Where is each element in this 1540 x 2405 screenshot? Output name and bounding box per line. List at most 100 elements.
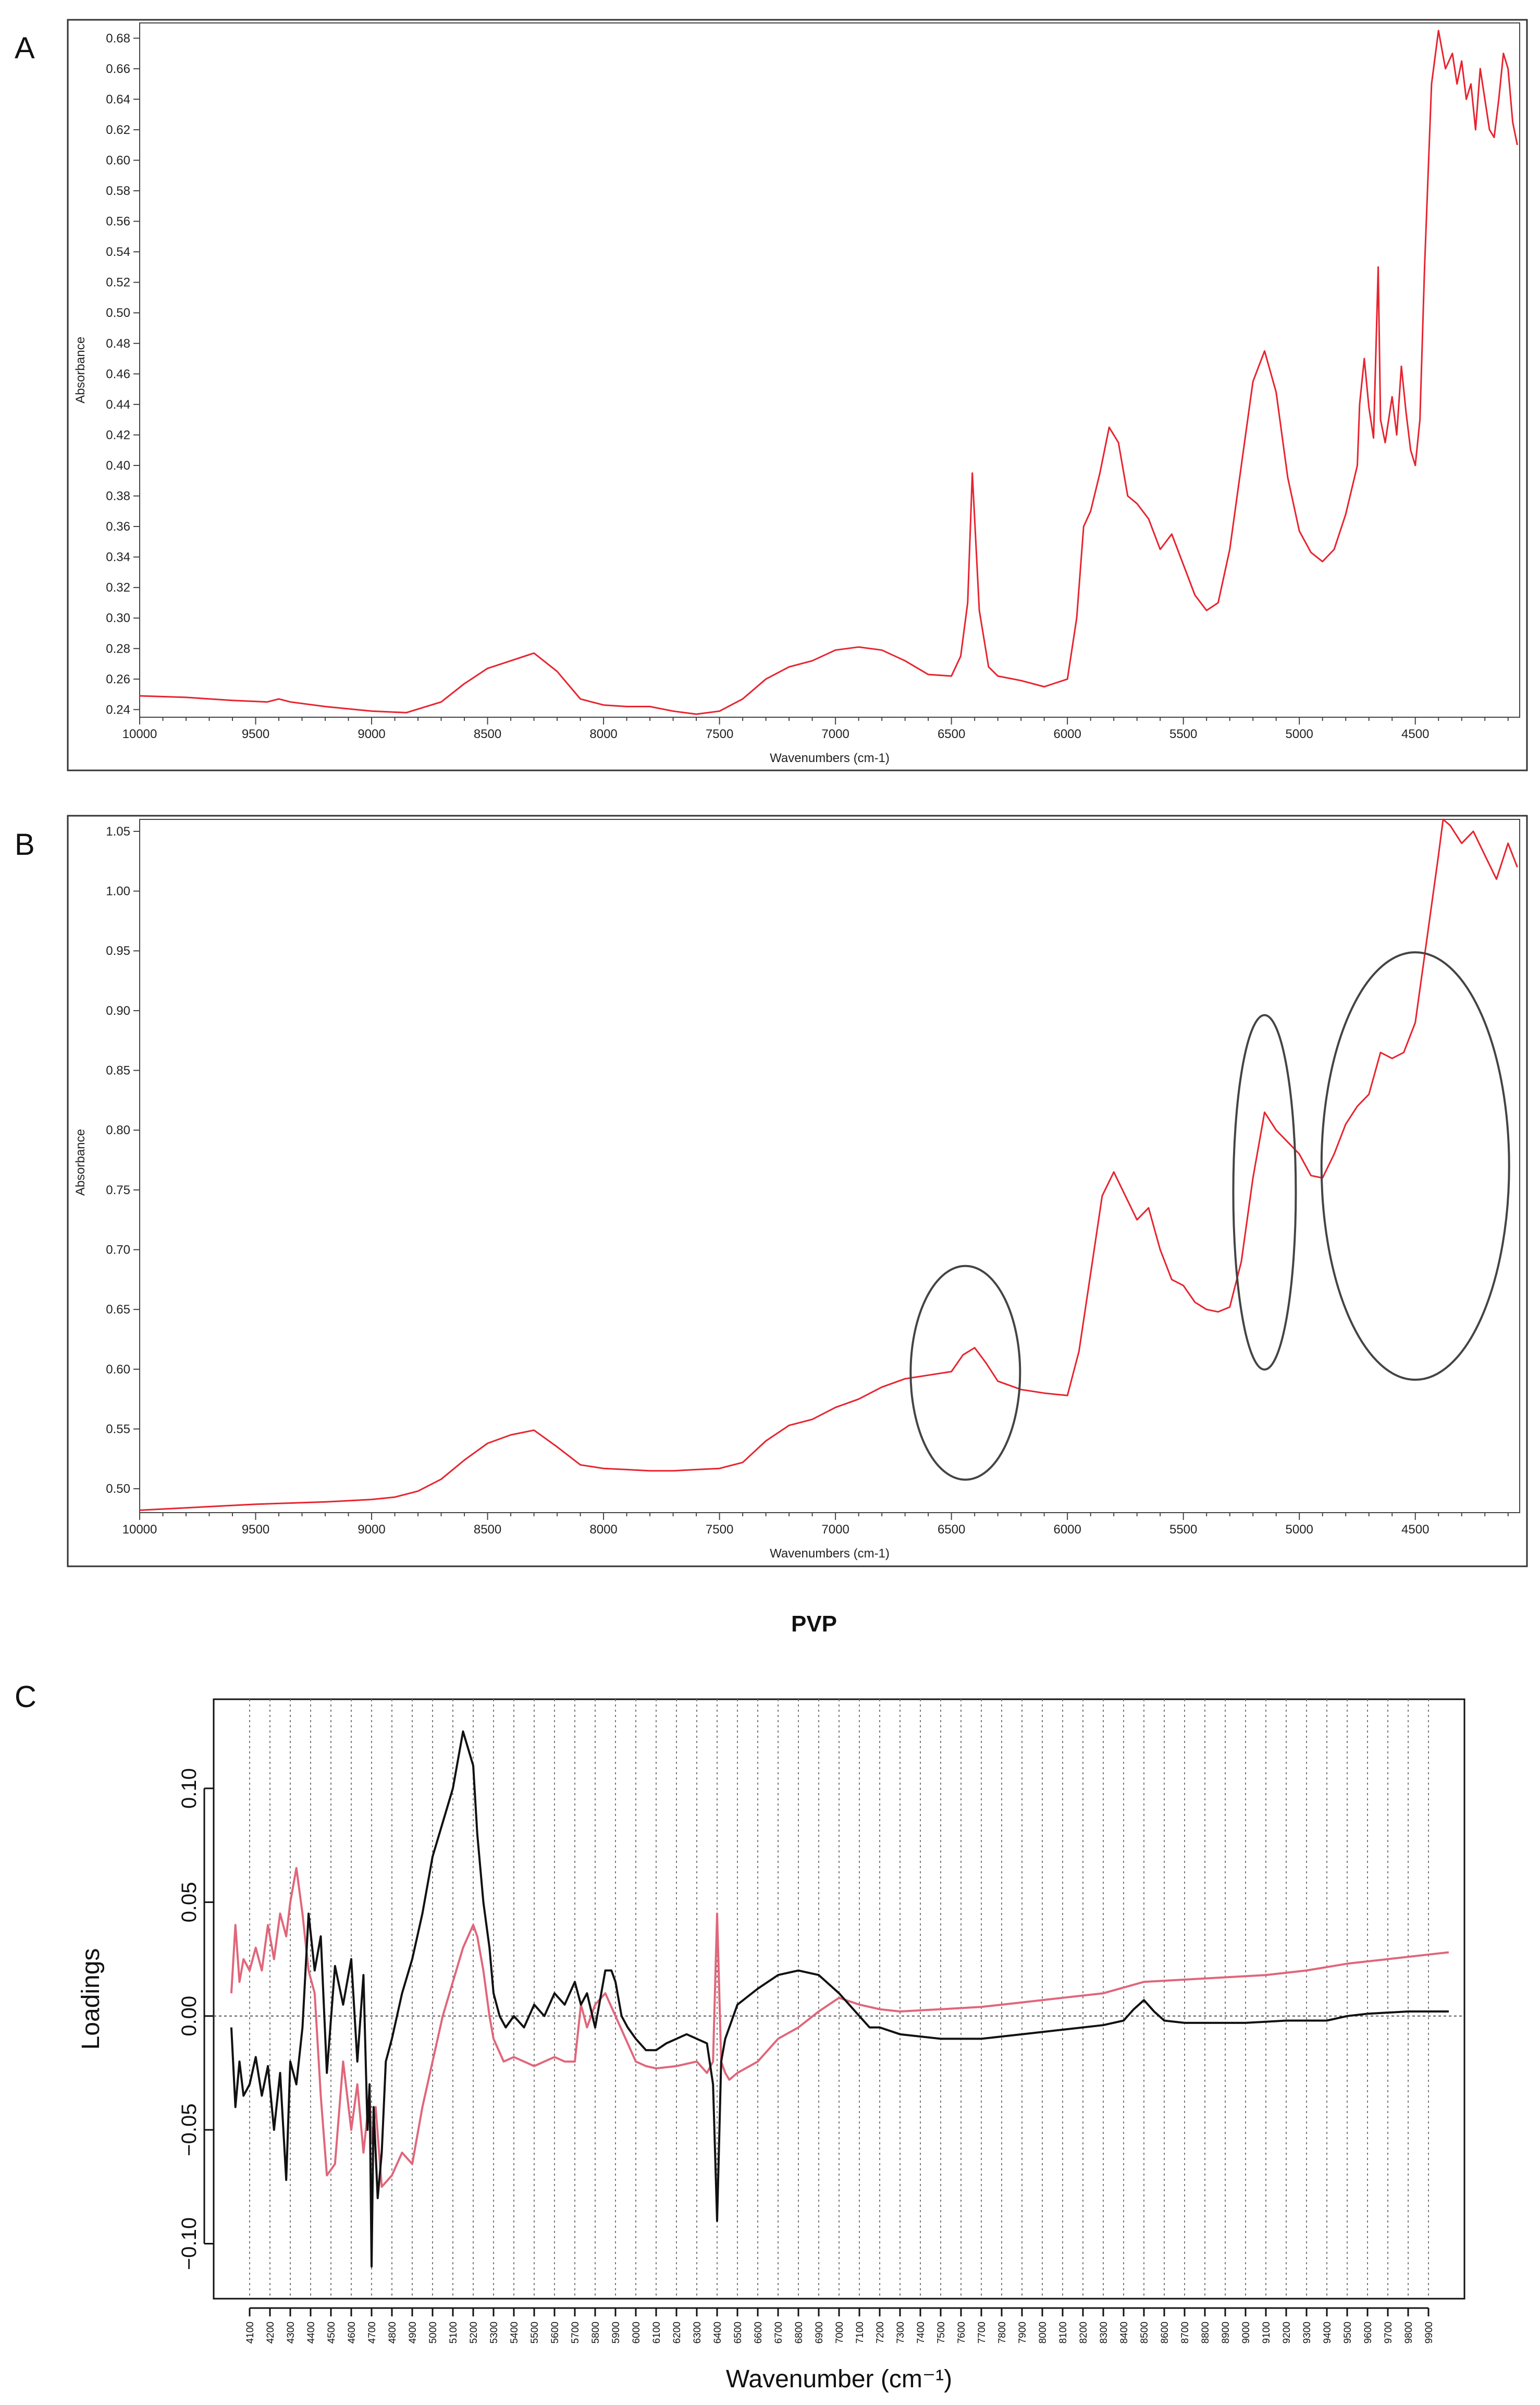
panel-a-x-tick-label: 7500 [706,727,733,741]
panel-b-y-tick-label: 0.95 [106,944,130,958]
panel-c-x-tick-label: 9500 [1342,2322,1353,2343]
panel-c-x-tick-label: 6000 [631,2322,642,2343]
panel-c-x-tick-label: 4800 [387,2322,398,2343]
panel-a-y-tick-label: 0.26 [106,672,130,686]
panel-c-x-tick-label: 7100 [855,2322,866,2343]
panel-a-x-tick-label: 6000 [1053,727,1081,741]
panel-b-x-tick-label: 10000 [122,1523,157,1537]
panel-c-x-tick-label: 5700 [570,2322,581,2343]
panel-b-y-tick-label: 0.50 [106,1482,130,1496]
panel-b-series-line [139,818,1518,1511]
panel-b-highlight-ellipse [1320,951,1510,1381]
panel-b-y-tick-label: 0.70 [106,1243,130,1257]
panel-b-highlight-ellipse [909,1265,1021,1481]
panel-c-x-tick-label: 6100 [651,2322,662,2343]
panel-a-y-tick-label: 0.24 [106,703,130,717]
panel-a-x-tick-label: 6500 [938,727,965,741]
panel-c-x-tick-label: 8700 [1180,2322,1191,2343]
panel-a-x-tick-label: 8000 [589,727,617,741]
panel-a-y-tick-label: 0.32 [106,581,130,595]
panel-c-x-tick-label: 8300 [1099,2322,1110,2343]
panel-b-x-tick-label: 9500 [242,1523,269,1537]
panel-c-x-axis-label: Wavenumber (cm⁻¹) [726,2365,952,2393]
panel-a-y-tick-label: 0.40 [106,459,130,473]
panel-c-x-tick-label: 7900 [1017,2322,1028,2343]
panel-c-x-tick-label: 9300 [1302,2322,1313,2343]
panel-c-x-tick-label: 9400 [1322,2322,1333,2343]
panel-c-x-tick-label: 7400 [916,2322,927,2343]
panel-c-x-tick-label: 7300 [895,2322,906,2343]
panel-a-y-tick-label: 0.66 [106,62,130,76]
panel-b-x-tick-label: 5500 [1169,1523,1197,1537]
panel-b-x-tick-label: 9000 [358,1523,385,1537]
panel-a-y-tick-label: 0.48 [106,337,130,351]
panel-c-x-tick-label: 7200 [875,2322,886,2343]
panel-c-y-tick-label: −0.10 [178,2217,201,2270]
panel-c-x-tick-label: 4400 [306,2322,317,2343]
panel-b-x-tick-label: 4500 [1401,1523,1429,1537]
panel-b-y-tick-label: 0.80 [106,1123,130,1137]
panel-b-x-tick-label: 7000 [821,1523,849,1537]
panel-a-x-axis-label: Wavenumbers (cm-1) [770,751,890,765]
panel-c-x-tick-label: 8800 [1200,2322,1211,2343]
panel-a-y-tick-label: 0.38 [106,489,130,504]
panel-c-x-tick-label: 9200 [1282,2322,1292,2343]
panel-c-x-tick-label: 5100 [448,2322,459,2343]
panel-c-x-tick-label: 8400 [1119,2322,1130,2343]
panel-a-y-tick-label: 0.36 [106,520,130,534]
panel-c-x-tick-label: 5800 [590,2322,601,2343]
panel-a-y-tick-label: 0.60 [106,153,130,167]
panel-c-x-tick-label: 8200 [1078,2322,1089,2343]
panel-b-x-tick-label: 6000 [1053,1523,1081,1537]
panel-a-x-tick-label: 10000 [122,727,157,741]
panel-b-y-tick-label: 1.05 [106,825,130,839]
panel-c-y-tick-label: 0.10 [178,1768,201,1809]
panel-a-y-tick-label: 0.28 [106,642,130,656]
panel-a-x-tick-label: 8500 [474,727,501,741]
panel-a-x-tick-label: 5500 [1169,727,1197,741]
panel-c-x-tick-label: 5900 [611,2322,622,2343]
panel-c-x-tick-label: 5500 [529,2322,540,2343]
panel-a-x-tick-label: 7000 [821,727,849,741]
panel-b-y-tick-label: 0.65 [106,1303,130,1317]
panel-b-y-axis-label: Absorbance [73,1129,88,1196]
panel-c-x-tick-label: 8500 [1139,2322,1150,2343]
panel-c-x-tick-label: 4900 [408,2322,418,2343]
panel-c-x-tick-label: 8900 [1221,2322,1231,2343]
panel-c-x-tick-label: 6300 [692,2322,703,2343]
panel-c-x-tick-label: 4700 [367,2322,378,2343]
panel-a-y-tick-label: 0.42 [106,428,130,442]
panel-a-x-tick-label: 9500 [242,727,269,741]
panel-b-y-tick-label: 0.55 [106,1422,130,1436]
panel-a-y-tick-label: 0.62 [106,123,130,137]
panel-a-letter: A [15,31,35,65]
panel-a-y-tick-label: 0.54 [106,245,130,259]
panel-a-y-tick-label: 0.58 [106,184,130,198]
panel-c-series-line [230,1867,1449,2188]
panel-c-x-tick-label: 9000 [1241,2322,1252,2343]
panel-c-letter: C [15,1680,36,1714]
panel-a-y-tick-label: 0.46 [106,367,130,381]
panel-c-x-tick-label: 5300 [489,2322,500,2343]
panel-c-x-tick-label: 7700 [977,2322,988,2343]
panel-c-x-tick-label: 4600 [347,2322,358,2343]
panel-a-y-tick-label: 0.34 [106,550,130,565]
panel-b-y-tick-label: 0.75 [106,1183,130,1197]
panel-b-y-tick-label: 0.85 [106,1064,130,1078]
panel-b-x-tick-label: 8500 [474,1523,501,1537]
panel-c-x-tick-label: 4300 [286,2322,297,2343]
panel-c-x-tick-label: 7800 [997,2322,1008,2343]
panel-a: 0.24 0.26 0.28 0.30 0.32 0.34 0.36 0.38 0.40 0.42… [67,19,1528,771]
panel-c-x-tick-label: 7600 [956,2322,967,2343]
panel-c-x-tick-label: 6500 [733,2322,744,2343]
panel-b-letter: B [15,828,35,862]
panel-c-x-tick-label: 8100 [1058,2322,1069,2343]
panel-c-x-tick-label: 6600 [753,2322,764,2343]
panel-b-y-tick-label: 0.90 [106,1004,130,1018]
panel-c-x-tick-label: 5000 [428,2322,439,2343]
panel-c-x-tick-label: 6200 [672,2322,683,2343]
panel-a-series-line [139,30,1518,715]
panel-c-x-tick-label: 4200 [265,2322,276,2343]
panel-c-y-tick-label: −0.05 [178,2104,201,2156]
